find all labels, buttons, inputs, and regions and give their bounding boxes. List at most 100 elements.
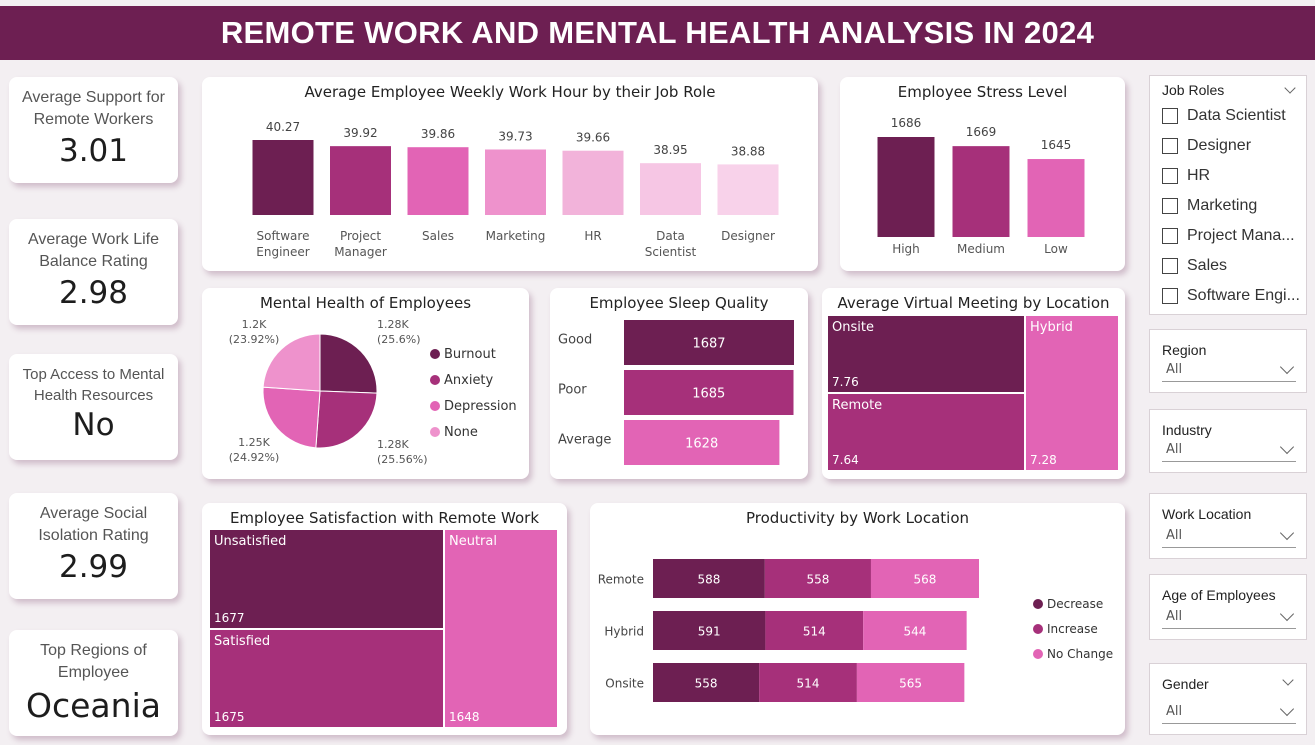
checkbox-item[interactable]: Software Engi... [1162,281,1300,311]
category-label: Hybrid [604,625,644,639]
bar [407,147,469,215]
legend-item[interactable]: Anxiety [430,367,517,393]
data-label: 39.92 [343,126,377,140]
slice-label: (25.56%) [377,453,428,466]
bar [624,320,794,365]
gender-dropdown[interactable]: All [1162,698,1296,724]
pie-slice [262,386,321,449]
legend-item[interactable]: None [430,419,517,445]
checkbox-icon[interactable] [1162,168,1178,184]
data-label: 514 [797,677,820,691]
stress-level-svg: 1686 High 1669 Medium 1645 Low [877,116,1085,256]
treemap-tile-neutral[interactable]: Neutral 1648 [445,530,557,727]
checkbox-label: Marketing [1187,197,1258,214]
category-label: Engineer [256,245,310,259]
category-label: Low [1044,242,1068,256]
kpi-work-life-balance: Average Work Life Balance Rating 2.98 [9,219,178,325]
virtual-meeting-chart: Average Virtual Meeting by Location Onsi… [822,288,1125,479]
data-label: 1669 [966,125,997,139]
bar [562,150,624,215]
checkbox-icon[interactable] [1162,198,1178,214]
chevron-down-icon [1279,525,1295,541]
legend-label: No Change [1047,646,1114,661]
category-label: Scientist [645,245,697,259]
treemap-tile-onsite[interactable]: Onsite 7.76 [828,316,1024,392]
slice-label: (24.92%) [229,451,280,464]
kpi-value: 2.98 [58,275,129,311]
bar [330,146,391,215]
kpi-label: Average Social Isolation Rating [38,505,149,544]
category-label: Average [558,433,611,448]
checkbox-label: Data Scientist [1187,107,1286,124]
bar-segment [653,663,760,702]
data-label: 39.86 [421,127,455,141]
checkbox-item[interactable]: Sales [1162,251,1300,281]
data-label: 39.66 [576,131,610,145]
checkbox-icon[interactable] [1162,108,1178,124]
chevron-down-icon[interactable] [1282,674,1294,686]
slicer-title: Region [1162,342,1207,358]
mental-health-svg: 1.28K (25.6%) 1.28K (25.56%) 1.25K (24.92%) 1.… [229,318,428,466]
stress-level-chart: Employee Stress Level 1686 High 1669 Medium… [840,77,1125,271]
legend-dot-icon [430,427,440,437]
category-label: Remote [598,573,644,587]
treemap-tile-unsatisfied[interactable]: Unsatisfied 1677 [210,530,443,628]
sleep-quality-chart: Employee Sleep Quality 1687 Good 1685 Poor 1… [550,288,808,479]
legend-label: Decrease [1047,596,1104,611]
legend-item[interactable]: Decrease [1033,591,1113,616]
dropdown-value: All [1166,362,1183,377]
bar [952,146,1010,237]
checkbox-item[interactable]: Data Scientist [1162,101,1300,131]
legend-dot-icon [1033,648,1043,659]
legend-label: Increase [1047,621,1098,636]
industry-dropdown[interactable]: All [1162,436,1296,462]
checkbox-item[interactable]: HR [1162,161,1300,191]
mental-health-chart: Mental Health of Employees 1.28K (25.6%) 1… [202,288,529,479]
checkbox-label: Sales [1187,257,1228,274]
kpi-mental-health-access: Top Access to Mental Health Resources No [9,354,178,460]
region-dropdown[interactable]: All [1162,356,1296,382]
checkbox-item[interactable]: Project Mana... [1162,221,1300,251]
legend-item[interactable]: Burnout [430,341,517,367]
sleep-quality-svg: 1687 Good 1685 Poor 1628 Average [558,320,794,465]
work-location-dropdown[interactable]: All [1162,522,1296,548]
kpi-top-region: Top Regions of Employee Oceania [9,630,178,736]
work-hours-chart: Average Employee Weekly Work Hour by the… [202,77,818,271]
treemap-tile-satisfied[interactable]: Satisfied 1675 [210,630,443,727]
treemap-tile-hybrid[interactable]: Hybrid 7.28 [1026,316,1118,470]
treemap-tile-remote[interactable]: Remote 7.64 [828,394,1024,470]
chart-title: Mental Health of Employees [259,294,472,312]
job-roles-slicer: Job Roles Data Scientist Designer HR Market… [1149,75,1307,315]
slicer-title: Age of Employees [1162,587,1276,603]
checkbox-icon[interactable] [1162,288,1178,304]
data-label: 1685 [692,387,725,402]
gender-slicer: Gender All [1149,663,1307,735]
chevron-down-icon[interactable] [1284,82,1296,94]
kpi-label: Average Work Life Balance Rating [27,231,160,270]
satisfaction-chart: Employee Satisfaction with Remote Work U… [202,503,567,735]
checkbox-icon[interactable] [1162,228,1178,244]
age-slicer: Age of Employees All [1149,574,1307,640]
chevron-down-icon [1279,701,1295,717]
pie-legend: Burnout Anxiety Depression None [430,341,517,445]
data-label: 1686 [891,116,922,130]
legend-label: Anxiety [444,372,494,388]
checkbox-icon[interactable] [1162,258,1178,274]
legend-item[interactable]: Increase [1033,616,1113,641]
chart-title: Productivity by Work Location [745,509,970,527]
legend-dot-icon [1033,598,1043,609]
category-label: Onsite [605,677,644,691]
checkbox-item[interactable]: Designer [1162,131,1300,161]
age-dropdown[interactable]: All [1162,603,1296,629]
data-label: 558 [695,677,718,691]
legend-item[interactable]: No Change [1033,641,1113,666]
legend-label: None [444,424,478,440]
tile-label: Onsite [832,320,874,335]
checkbox-item[interactable]: Marketing [1162,191,1300,221]
category-label: Marketing [486,229,546,243]
legend-dot-icon [430,375,440,385]
checkbox-icon[interactable] [1162,138,1178,154]
category-label: Poor [558,383,587,398]
legend-item[interactable]: Depression [430,393,517,419]
kpi-label: Average Support for Remote Workers [22,89,165,128]
